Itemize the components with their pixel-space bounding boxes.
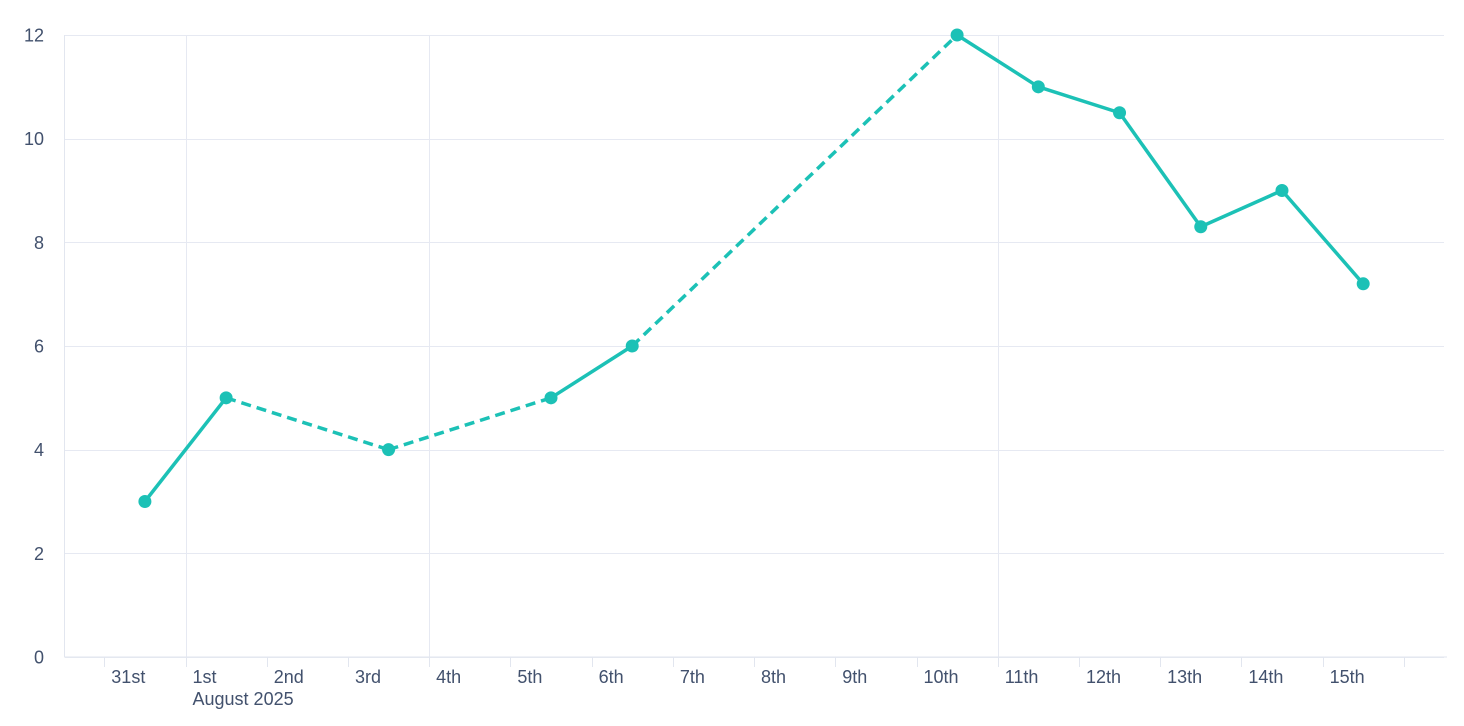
data-point-marker[interactable] xyxy=(382,443,396,457)
series-daily-values xyxy=(143,33,1365,503)
x-tick-label: 31st xyxy=(111,667,145,687)
series-segment-solid xyxy=(1280,189,1365,285)
x-tick-label: 1st xyxy=(193,667,217,687)
series-segment-dashed xyxy=(225,396,390,452)
series-segment-solid xyxy=(1118,111,1203,228)
y-tick-label: 0 xyxy=(34,648,44,668)
y-axis-labels: 0 2 4 6 8 10 12 xyxy=(24,26,44,668)
series-markers xyxy=(138,28,1370,508)
data-point-marker[interactable] xyxy=(1356,277,1370,291)
x-tick-label: 14th xyxy=(1248,667,1283,687)
data-point-marker[interactable] xyxy=(219,391,233,405)
data-point-marker[interactable] xyxy=(544,391,558,405)
x-tick-label: 9th xyxy=(842,667,867,687)
x-tick-label: 15th xyxy=(1330,667,1365,687)
series-segment-solid xyxy=(1200,188,1283,229)
x-axis-labels: 31st 1st 2nd 3rd 4th 5th 6th 7th 8th 9th 10th 11th 1… xyxy=(111,667,1364,709)
series-segment-solid xyxy=(1037,85,1121,115)
axis-lines xyxy=(64,35,1447,658)
series-segment-dashed xyxy=(631,33,959,348)
data-point-marker[interactable] xyxy=(950,28,964,42)
x-tick-label: 11th xyxy=(1005,667,1039,687)
y-tick-label: 2 xyxy=(34,544,44,564)
x-tick-label: 5th xyxy=(517,667,542,687)
series-segment-solid xyxy=(143,396,228,503)
y-tick-label: 4 xyxy=(34,440,44,460)
x-tick-label: 7th xyxy=(680,667,705,687)
series-segment-solid xyxy=(550,344,634,400)
y-tick-label: 10 xyxy=(24,129,44,149)
x-tick-label: 2nd xyxy=(274,667,304,687)
y-gridlines xyxy=(64,35,1444,658)
data-point-marker[interactable] xyxy=(1194,220,1208,234)
series-segment-dashed xyxy=(388,396,552,452)
x-tick-label: 3rd xyxy=(355,667,381,687)
y-tick-label: 12 xyxy=(24,26,44,46)
x-gridlines xyxy=(186,35,999,657)
x-tick-label: 13th xyxy=(1167,667,1202,687)
data-point-marker[interactable] xyxy=(138,495,152,508)
x-tick-label: 12th xyxy=(1086,667,1121,687)
data-point-marker[interactable] xyxy=(1031,80,1045,94)
data-point-marker[interactable] xyxy=(625,339,639,353)
x-tick-label: 10th xyxy=(924,667,959,687)
x-tick-label: 6th xyxy=(599,667,624,687)
y-tick-label: 8 xyxy=(34,233,44,253)
x-tick-label: 8th xyxy=(761,667,786,687)
series-segment-solid xyxy=(956,33,1040,89)
y-tick-label: 6 xyxy=(34,337,44,357)
data-point-marker[interactable] xyxy=(1275,184,1289,197)
x-tick-label: 4th xyxy=(436,667,461,687)
x-axis-month-label: August 2025 xyxy=(193,689,294,709)
data-point-marker[interactable] xyxy=(1113,106,1127,120)
x-tick-marks xyxy=(104,657,1405,667)
